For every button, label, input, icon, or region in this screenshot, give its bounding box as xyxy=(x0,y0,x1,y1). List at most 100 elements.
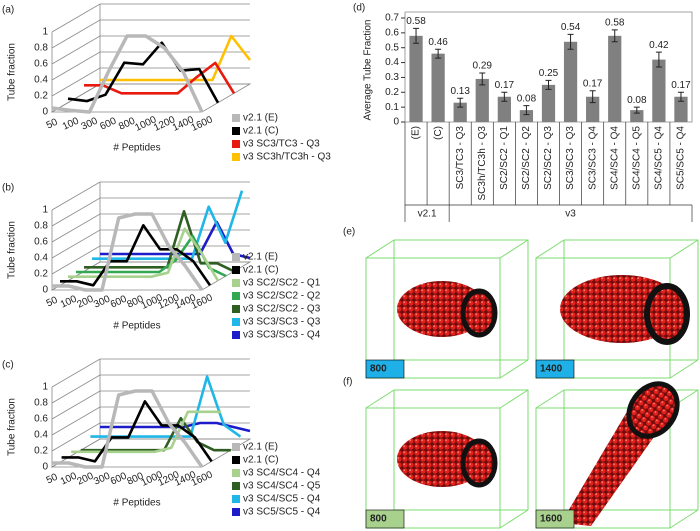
snapshot xyxy=(365,389,529,529)
tube-opening xyxy=(460,438,498,488)
legend-label: v3 SC2/SC2 - Q1 xyxy=(243,278,321,289)
x-tick-label: SC3/SC3 - Q4 xyxy=(587,126,598,190)
y-tick-label: 0.2 xyxy=(34,446,48,457)
tube-opening xyxy=(460,288,498,338)
y-tick-label: 1 xyxy=(42,382,48,393)
legend-label: v3 SC4/SC5 - Q4 xyxy=(243,494,321,505)
snapshot-label-bg xyxy=(365,509,405,529)
legend-swatch xyxy=(232,443,240,451)
value-label: 0.58 xyxy=(406,16,426,27)
grid-line xyxy=(51,51,250,81)
legend-swatch xyxy=(232,253,240,261)
legend-label: v3 SC4/SC4 - Q4 xyxy=(243,468,321,479)
error-bar xyxy=(677,91,684,102)
legend-label: v2.1 (C) xyxy=(243,265,279,276)
legend-swatch xyxy=(232,153,240,161)
x-tick-label: SC3/TC3 - Q3 xyxy=(455,126,466,190)
y-tick-label: 0.4 xyxy=(34,430,48,441)
legend-label: v2.1 (C) xyxy=(243,126,279,137)
y-tick-label: 0.4 xyxy=(385,57,399,68)
legend-label: v3 SC3/SC3 - Q4 xyxy=(243,330,321,341)
panel-label: (e) xyxy=(343,227,355,238)
series-line xyxy=(52,212,204,292)
y-tick-label: 0 xyxy=(42,462,48,473)
snapshot-label-bg xyxy=(535,509,575,529)
error-bar xyxy=(567,33,574,50)
value-label: 0.58 xyxy=(605,18,625,29)
legend-swatch xyxy=(232,305,240,313)
legend-label: v3 SC5/SC5 - Q4 xyxy=(243,507,321,518)
series-line xyxy=(92,190,244,260)
back-wall xyxy=(51,359,101,467)
grid-line xyxy=(51,67,250,97)
panel-label: (f) xyxy=(343,377,352,388)
value-label: 0.25 xyxy=(539,68,559,79)
tube-opening xyxy=(644,283,690,345)
legend-swatch xyxy=(232,266,240,274)
value-label: 0.08 xyxy=(627,95,647,106)
grid-line xyxy=(51,83,250,113)
y-tick-label: 0.6 xyxy=(385,27,399,38)
legend-label: v2.1 (E) xyxy=(243,113,278,124)
legend-swatch xyxy=(232,127,240,135)
y-tick-label: 0.6 xyxy=(34,59,48,70)
legend-swatch xyxy=(232,140,240,148)
grid-line xyxy=(51,3,250,33)
x-tick-label: (E) xyxy=(411,126,422,139)
y-axis-label: Average Tube Fraction xyxy=(363,20,374,121)
y-axis-label: Tube fraction xyxy=(7,398,18,456)
x-tick-label: SC2/SC2 - Q1 xyxy=(499,126,510,190)
error-bar xyxy=(457,97,464,108)
y-tick-label: 0 xyxy=(42,107,48,118)
y-tick-label: 0.2 xyxy=(34,91,48,102)
value-label: 0.29 xyxy=(473,61,493,72)
x-tick-label: (C) xyxy=(433,126,444,140)
series-line xyxy=(51,34,204,114)
y-tick-label: 0 xyxy=(393,117,399,128)
error-bar xyxy=(413,27,420,44)
x-tick-label: SC2/SC2 - Q2 xyxy=(521,126,532,190)
legend-label: v2.1 (E) xyxy=(243,442,278,453)
snapshot-label-bg xyxy=(535,359,575,379)
bar xyxy=(630,110,644,122)
legend-swatch xyxy=(232,331,240,339)
x-tick-label: SC3/SC3 - Q3 xyxy=(565,126,576,190)
tube-opening xyxy=(626,381,680,439)
floor xyxy=(50,83,252,113)
legend-swatch xyxy=(232,469,240,477)
y-tick-label: 0.8 xyxy=(34,43,48,54)
panel-label: (d) xyxy=(353,3,365,14)
grid-line xyxy=(51,197,250,227)
legend-label: v2.1 (E) xyxy=(243,252,278,263)
grid-line xyxy=(51,245,250,275)
y-tick-label: 0.6 xyxy=(34,237,48,248)
snapshot xyxy=(535,239,699,379)
back-wall xyxy=(51,182,101,290)
bar xyxy=(431,53,445,122)
value-label: 0.54 xyxy=(561,22,581,33)
value-label: 0.17 xyxy=(583,78,603,89)
legend-swatch xyxy=(232,456,240,464)
value-label: 0.17 xyxy=(495,80,515,91)
error-bar xyxy=(435,48,442,59)
error-bar xyxy=(589,90,596,104)
group-label: v3 xyxy=(565,209,576,220)
bar xyxy=(409,35,423,123)
y-axis-label: Tube fraction xyxy=(7,43,18,101)
x-tick-label: SC4/SC4 - Q5 xyxy=(631,126,642,190)
series-line xyxy=(100,34,252,82)
box-wireframe xyxy=(365,239,529,379)
grid-line xyxy=(51,181,250,211)
x-tick-label: SC2/SC2 - Q3 xyxy=(543,126,554,190)
bar xyxy=(453,102,467,122)
box-wireframe xyxy=(535,239,699,379)
series-line xyxy=(67,41,220,104)
error-bar xyxy=(523,105,530,116)
bar xyxy=(674,96,688,122)
back-wall xyxy=(51,4,101,112)
legend-label: v3 SC2/SC2 - Q2 xyxy=(243,291,321,302)
legend-swatch xyxy=(232,114,240,122)
bar xyxy=(586,96,600,122)
x-tick-label: 50 xyxy=(45,117,60,132)
